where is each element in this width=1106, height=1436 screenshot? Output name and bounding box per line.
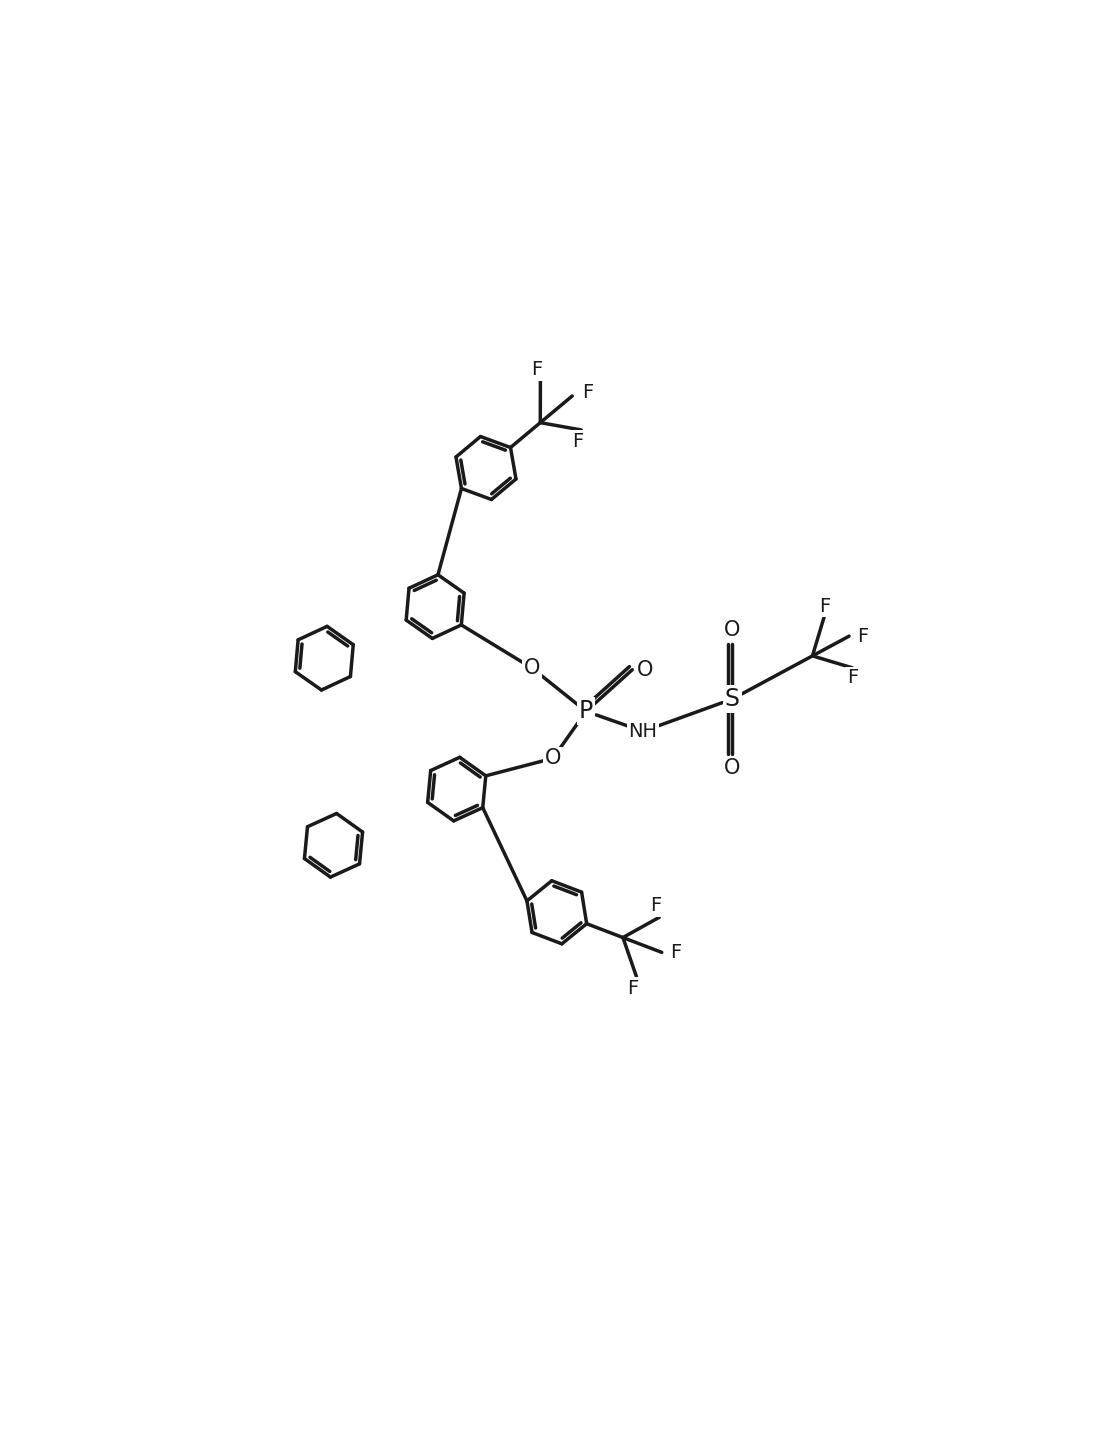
Text: F: F <box>627 979 638 998</box>
Text: O: O <box>545 748 561 768</box>
Text: S: S <box>724 686 740 711</box>
Text: F: F <box>531 360 542 379</box>
Text: F: F <box>670 943 681 962</box>
Text: F: F <box>818 596 830 616</box>
Text: P: P <box>578 699 593 724</box>
Text: O: O <box>724 758 741 778</box>
Text: O: O <box>724 620 741 639</box>
Text: NH: NH <box>628 722 658 741</box>
Text: F: F <box>572 432 583 451</box>
Text: F: F <box>650 896 661 915</box>
Text: O: O <box>524 658 541 678</box>
Text: F: F <box>847 668 858 688</box>
Text: F: F <box>857 626 868 646</box>
Text: F: F <box>582 382 593 402</box>
Text: O: O <box>637 659 654 679</box>
